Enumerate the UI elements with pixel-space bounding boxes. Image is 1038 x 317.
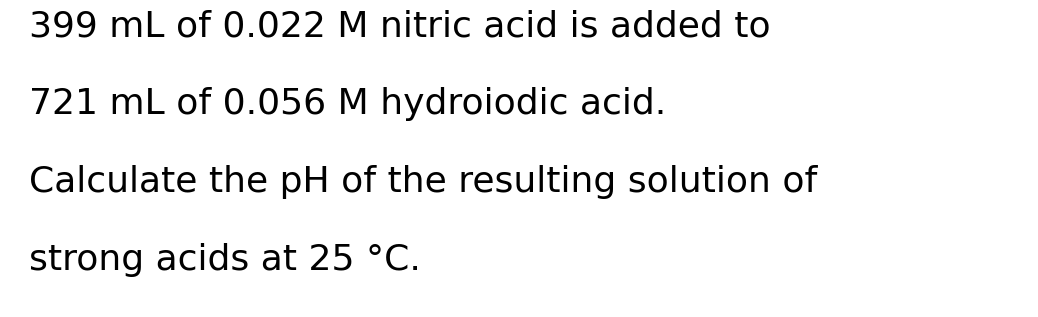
Text: Calculate the pH of the resulting solution of: Calculate the pH of the resulting soluti… xyxy=(29,165,817,199)
Text: strong acids at 25 °C.: strong acids at 25 °C. xyxy=(29,243,421,276)
Text: 721 mL of 0.056 M hydroiodic acid.: 721 mL of 0.056 M hydroiodic acid. xyxy=(29,87,666,121)
Text: 399 mL of 0.022 M nitric acid is added to: 399 mL of 0.022 M nitric acid is added t… xyxy=(29,10,770,43)
